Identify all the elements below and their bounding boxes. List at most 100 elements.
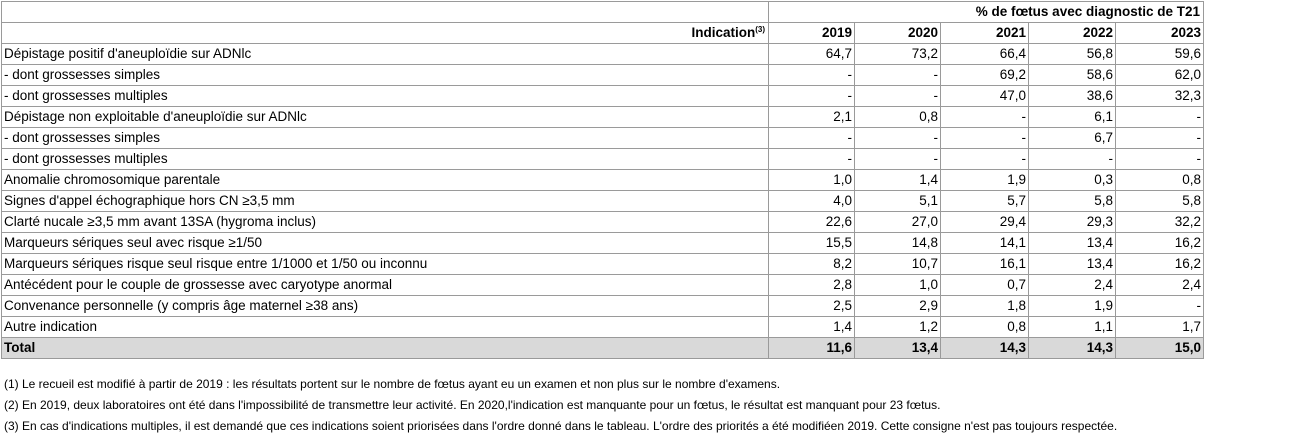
- table-row: - dont grossesses simples - -69,2 58,6 62,0: [1, 64, 1204, 86]
- value-cell-2021: -: [940, 127, 1029, 149]
- value-cell-2022: 6,1: [1028, 106, 1116, 128]
- value-cell-2020: 1,2: [854, 316, 941, 338]
- value-cell-2023: 0,8: [1115, 169, 1204, 191]
- value-cell-2022: 2,4: [1028, 274, 1116, 296]
- value-cell-2019: 2,8: [768, 274, 855, 296]
- value-cell-2020: 14,8: [854, 232, 941, 254]
- year-header-2023: 2023: [1115, 22, 1204, 44]
- value-cell-2021: 47,0: [940, 85, 1029, 107]
- row-label: - dont grossesses simples: [1, 64, 769, 86]
- value-cell-2019: 4,0: [768, 190, 855, 212]
- row-label: Convenance personnelle (y compris âge ma…: [1, 295, 769, 317]
- value-cell-2019: 2,5: [768, 295, 855, 317]
- value-cell-2019: 11,6: [768, 337, 855, 359]
- value-cell-2023: 59,6: [1115, 43, 1204, 65]
- value-cell-2021: 1,9: [940, 169, 1029, 191]
- table-row: - dont grossesses multiples - - - - -: [1, 148, 1204, 170]
- value-cell-2023: 16,2: [1115, 232, 1204, 254]
- value-cell-2020: -: [854, 85, 941, 107]
- table-row: - dont grossesses simples - - -6,7-: [1, 127, 1204, 149]
- table-body: % de fœtus avec diagnostic de T21 Indica…: [1, 1, 1204, 359]
- footnotes: (1) Le recueil est modifié à partir de 2…: [4, 374, 1117, 437]
- header-blank-cell: [1, 1, 769, 23]
- group-header: % de fœtus avec diagnostic de T21: [768, 1, 1204, 23]
- value-cell-2019: 1,0: [768, 169, 855, 191]
- table-row: Antécédent pour le couple de grossesse a…: [1, 274, 1204, 296]
- value-cell-2023: 16,2: [1115, 253, 1204, 275]
- header-row-years: Indication(3) 2019 2020 2021 2022 2023: [1, 22, 1204, 44]
- row-label: Total: [1, 337, 769, 359]
- value-cell-2023: -: [1115, 295, 1204, 317]
- indication-label: Indication: [691, 25, 756, 40]
- value-cell-2019: 15,5: [768, 232, 855, 254]
- value-cell-2022: 1,1: [1028, 316, 1116, 338]
- value-cell-2020: 27,0: [854, 211, 941, 233]
- row-label: Autre indication: [1, 316, 769, 338]
- table-row: Signes d'appel échographique hors CN ≥3,…: [1, 190, 1204, 212]
- indication-note: (3): [755, 25, 765, 34]
- table-row: - dont grossesses multiples - -47,0 38,6 32,…: [1, 85, 1204, 107]
- value-cell-2020: 13,4: [854, 337, 941, 359]
- value-cell-2019: 2,1: [768, 106, 855, 128]
- value-cell-2022: 14,3: [1028, 337, 1116, 359]
- year-header-2022: 2022: [1028, 22, 1116, 44]
- row-label: Anomalie chromosomique parentale: [1, 169, 769, 191]
- indication-header: Indication(3): [1, 22, 769, 44]
- table-row: Marqueurs sériques risque seul risque en…: [1, 253, 1204, 275]
- row-label: Clarté nucale ≥3,5 mm avant 13SA (hygrom…: [1, 211, 769, 233]
- table-row: Dépistage non exploitable d'aneuploïdie …: [1, 106, 1204, 128]
- value-cell-2020: -: [854, 148, 941, 170]
- value-cell-2022: -: [1028, 148, 1116, 170]
- table-row: Anomalie chromosomique parentale 1,0 1,4 1,…: [1, 169, 1204, 191]
- row-label: Antécédent pour le couple de grossesse a…: [1, 274, 769, 296]
- value-cell-2021: 0,8: [940, 316, 1029, 338]
- value-cell-2021: 1,8: [940, 295, 1029, 317]
- row-label: Dépistage non exploitable d'aneuploïdie …: [1, 106, 769, 128]
- value-cell-2020: 5,1: [854, 190, 941, 212]
- row-label: Dépistage positif d'aneuploïdie sur ADNl…: [1, 43, 769, 65]
- value-cell-2022: 38,6: [1028, 85, 1116, 107]
- value-cell-2019: 8,2: [768, 253, 855, 275]
- row-label: Signes d'appel échographique hors CN ≥3,…: [1, 190, 769, 212]
- value-cell-2023: 15,0: [1115, 337, 1204, 359]
- row-label: Marqueurs sériques seul avec risque ≥1/5…: [1, 232, 769, 254]
- year-header-2020: 2020: [854, 22, 941, 44]
- value-cell-2022: 0,3: [1028, 169, 1116, 191]
- table-row: Dépistage positif d'aneuploïdie sur ADNl…: [1, 43, 1204, 65]
- footnote-1: (1) Le recueil est modifié à partir de 2…: [4, 377, 781, 391]
- value-cell-2021: 16,1: [940, 253, 1029, 275]
- value-cell-2021: -: [940, 106, 1029, 128]
- value-cell-2022: 58,6: [1028, 64, 1116, 86]
- table-row: Marqueurs sériques seul avec risque ≥1/5…: [1, 232, 1204, 254]
- footnote-3: (3) En cas d'indications multiples, il e…: [4, 419, 1118, 433]
- header-row-group: % de fœtus avec diagnostic de T21: [1, 1, 1204, 23]
- value-cell-2021: 66,4: [940, 43, 1029, 65]
- value-cell-2020: 0,8: [854, 106, 941, 128]
- value-cell-2019: -: [768, 148, 855, 170]
- value-cell-2022: 13,4: [1028, 253, 1116, 275]
- value-cell-2019: -: [768, 64, 855, 86]
- value-cell-2023: -: [1115, 106, 1204, 128]
- value-cell-2022: 29,3: [1028, 211, 1116, 233]
- value-cell-2023: -: [1115, 148, 1204, 170]
- value-cell-2021: 0,7: [940, 274, 1029, 296]
- value-cell-2020: 2,9: [854, 295, 941, 317]
- value-cell-2019: 64,7: [768, 43, 855, 65]
- data-table: % de fœtus avec diagnostic de T21 Indica…: [1, 1, 1204, 359]
- total-row: Total 11,6 13,4 14,3 14,3 15,0: [1, 337, 1204, 359]
- value-cell-2022: 13,4: [1028, 232, 1116, 254]
- table-row: Convenance personnelle (y compris âge ma…: [1, 295, 1204, 317]
- value-cell-2021: 29,4: [940, 211, 1029, 233]
- value-cell-2020: 1,4: [854, 169, 941, 191]
- value-cell-2021: 14,1: [940, 232, 1029, 254]
- value-cell-2023: 5,8: [1115, 190, 1204, 212]
- value-cell-2021: 69,2: [940, 64, 1029, 86]
- value-cell-2019: -: [768, 85, 855, 107]
- value-cell-2022: 5,8: [1028, 190, 1116, 212]
- value-cell-2023: 1,7: [1115, 316, 1204, 338]
- value-cell-2021: 5,7: [940, 190, 1029, 212]
- value-cell-2023: 2,4: [1115, 274, 1204, 296]
- value-cell-2019: 22,6: [768, 211, 855, 233]
- row-label: - dont grossesses multiples: [1, 148, 769, 170]
